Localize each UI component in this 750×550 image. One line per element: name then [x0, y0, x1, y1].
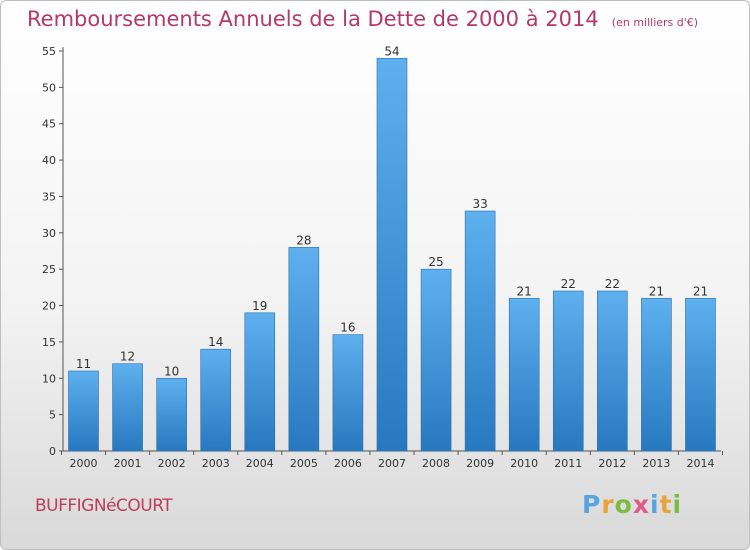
x-tick-label: 2006: [334, 457, 362, 470]
axes: 0 5 10 15 20 25 30 35 40 45 50 55 2000 2001 2002 2003 20…: [42, 45, 724, 470]
bar: [244, 312, 276, 452]
data-label: 22: [605, 277, 620, 291]
bar: [597, 290, 628, 452]
data-label: 12: [120, 350, 135, 364]
x-tick-label: 2000: [70, 457, 98, 470]
data-label: 28: [296, 233, 311, 247]
bars: [68, 57, 716, 452]
y-tick-label: 0: [49, 445, 56, 458]
x-tick-label: 2007: [378, 457, 406, 470]
data-label: 25: [428, 255, 443, 269]
y-tick-label: 5: [49, 409, 56, 422]
data-label: 10: [164, 364, 179, 378]
bar: [156, 377, 187, 452]
y-tick-label: 25: [42, 263, 56, 276]
logo-letter: o: [614, 490, 633, 519]
x-tick-label: 2002: [158, 457, 186, 470]
logo-letter: P: [582, 490, 602, 519]
data-label: 22: [561, 277, 576, 291]
data-label: 14: [208, 335, 223, 349]
x-tick-label: 2013: [642, 457, 670, 470]
y-tick-label: 50: [42, 81, 56, 94]
bar: [200, 348, 232, 452]
data-label: 33: [472, 197, 487, 211]
logo-letter: x: [632, 490, 650, 519]
data-label: 16: [340, 321, 355, 335]
bar: [552, 290, 584, 452]
bar: [464, 210, 496, 452]
x-tick-label: 2008: [422, 457, 450, 470]
y-tick-label: 20: [42, 300, 56, 313]
x-tick-label: 2003: [202, 457, 230, 470]
proxiti-logo: Proxiti: [582, 490, 682, 519]
chart-title: Remboursements Annuels de la Dette de 20…: [27, 7, 599, 31]
logo-letter: t: [659, 490, 673, 519]
x-tick-label: 2009: [466, 457, 494, 470]
x-tick-label: 2005: [290, 457, 318, 470]
y-tick-label: 35: [42, 190, 56, 203]
data-label: 54: [384, 44, 399, 58]
y-tick-label: 40: [42, 154, 56, 167]
data-labels: 11 12 10 14 19 28 16 54 25 33 21 22 22 21 21: [76, 44, 708, 378]
data-label: 19: [252, 299, 267, 313]
y-tick-label: 15: [42, 336, 56, 349]
data-label: 21: [517, 284, 532, 298]
data-label: 11: [76, 357, 91, 371]
x-tick-label: 2011: [554, 457, 582, 470]
bar: [332, 334, 364, 452]
logo-letter: i: [650, 490, 660, 519]
x-tick-label: 2001: [114, 457, 142, 470]
commune-name: BUFFIGNéCOURT: [35, 496, 173, 516]
y-tick-label: 55: [42, 45, 56, 58]
bar: [641, 297, 672, 452]
bar: [68, 370, 99, 452]
bar: [288, 247, 320, 452]
y-tick-label: 10: [42, 372, 56, 385]
x-tick-label: 2012: [598, 457, 626, 470]
y-tick-label: 30: [42, 227, 56, 240]
data-label: 21: [693, 284, 708, 298]
bar: [376, 57, 408, 452]
title-row: Remboursements Annuels de la Dette de 20…: [27, 7, 698, 31]
bar: [508, 297, 540, 452]
bar: [420, 268, 452, 452]
logo-letter: i: [672, 490, 683, 519]
x-tick-label: 2014: [686, 457, 714, 470]
x-tick-label: 2010: [510, 457, 538, 470]
data-label: 21: [649, 284, 664, 298]
bar: [685, 297, 716, 452]
y-tick-label: 45: [42, 118, 56, 131]
x-tick-label: 2004: [246, 457, 274, 470]
chart-subtitle: (en milliers d'€): [611, 16, 699, 29]
logo-letter: r: [601, 490, 615, 519]
bar: [112, 363, 143, 452]
